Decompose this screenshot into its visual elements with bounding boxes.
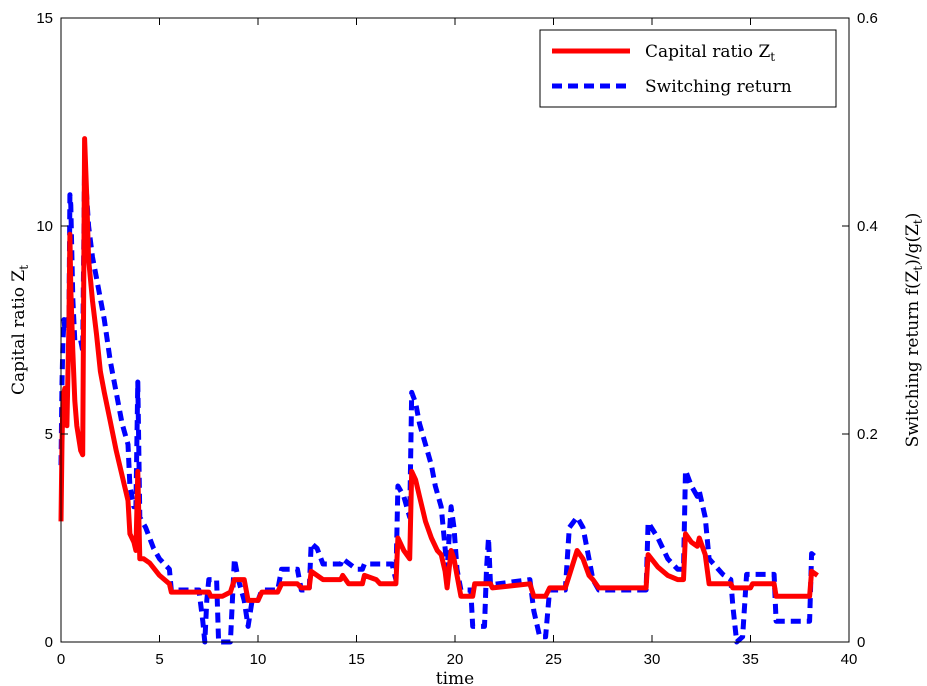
x-tick-label: 5 [155, 651, 163, 668]
x-tick-label: 35 [742, 651, 759, 668]
x-tick-label: 25 [545, 651, 562, 668]
tick-marks [60, 17, 850, 643]
legend-label-capital-ratio: Capital ratio Zt [645, 42, 775, 64]
legend-label-switching-return: Switching return [645, 77, 792, 97]
y-right-tick-label: 0.6 [857, 10, 878, 27]
x-axis-label: time [436, 669, 474, 686]
x-tick-label: 30 [644, 651, 661, 668]
x-tick-label: 15 [348, 651, 365, 668]
y-left-tick-label: 10 [36, 218, 53, 235]
series-line-capital-ratio [58, 136, 819, 603]
y-right-tick-label: 0.4 [857, 218, 878, 235]
plot-lines [58, 136, 820, 645]
x-tick-label: 0 [57, 651, 65, 668]
y-left-tick-label: 15 [36, 10, 53, 27]
x-tick-label: 10 [250, 651, 267, 668]
series-line-switching-return [58, 161, 820, 645]
legend: Capital ratio Zt Switching return [539, 29, 837, 108]
legend-box [539, 29, 837, 108]
x-tick-label: 20 [447, 651, 464, 668]
plot-frame [60, 17, 850, 643]
y-right-tick-label: 0.2 [857, 426, 878, 443]
y-left-tick-label: 5 [45, 426, 53, 443]
x-tick-label: 40 [841, 651, 858, 668]
y-right-tick-label: 0 [857, 634, 865, 651]
y-axis-right-label: Switching return f(Zt)/g(Zt) [903, 213, 925, 448]
y-axis-left-label: Capital ratio Zt [9, 265, 31, 395]
y-left-tick-label: 0 [45, 634, 53, 651]
